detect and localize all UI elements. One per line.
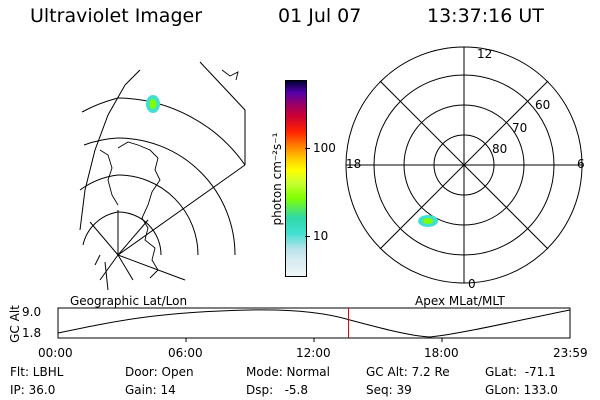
altitude-xtick-1800: 18:00 (424, 346, 459, 360)
colorbar-tick-100: 100 (313, 141, 336, 155)
altitude-xtick-2359: 23:59 (553, 346, 588, 360)
mlt-label-0: 0 (468, 277, 476, 291)
polar-plot-label: Apex MLat/MLT (415, 294, 505, 308)
glat-value: GLat: -71.1 (485, 365, 556, 379)
mode-value: Mode: Normal (246, 365, 330, 379)
mlt-label-12: 12 (477, 47, 493, 61)
colorbar (285, 80, 307, 277)
glon-value: GLon: 133.0 (485, 383, 558, 397)
colorbar-tick-marks (305, 148, 310, 149)
time-label: 13:37:16 UT (427, 5, 544, 27)
lat-label-80: 80 (492, 142, 508, 156)
geographic-map-label: Geographic Lat/Lon (70, 294, 188, 308)
instrument-title: Ultraviolet Imager (30, 5, 203, 27)
altitude-plot (57, 307, 571, 342)
mlt-label-6: 6 (577, 157, 585, 171)
mlt-label-18: 18 (346, 157, 362, 171)
colorbar-tick-mark-10 (305, 236, 310, 237)
lat-label-60: 60 (535, 98, 551, 112)
filter-value: Flt: LBHL (10, 365, 64, 379)
gain-value: Gain: 14 (125, 383, 176, 397)
date-label: 01 Jul 07 (278, 5, 362, 27)
seq-value: Seq: 39 (366, 383, 412, 397)
altitude-xtick-0000: 00:00 (38, 346, 73, 360)
altitude-ytick-min: 1.8 (22, 326, 42, 340)
geographic-map (79, 61, 246, 290)
lat-label-70: 70 (512, 121, 528, 135)
colorbar-tick-10: 10 (313, 229, 329, 243)
door-value: Door: Open (125, 365, 194, 379)
gc-alt-value: GC Alt: 7.2 Re (366, 365, 450, 379)
altitude-xtick-0600: 06:00 (168, 346, 203, 360)
colorbar-unit-label: photon cm⁻²s⁻¹ (270, 132, 284, 226)
altitude-ytick-max: 9.0 (22, 305, 42, 319)
ip-value: IP: 36.0 (10, 383, 56, 397)
polar-plot (345, 46, 583, 284)
altitude-ylabel: GC Alt (8, 305, 22, 343)
dsp-value: Dsp: -5.8 (246, 383, 309, 397)
altitude-xtick-1200: 12:00 (296, 346, 331, 360)
